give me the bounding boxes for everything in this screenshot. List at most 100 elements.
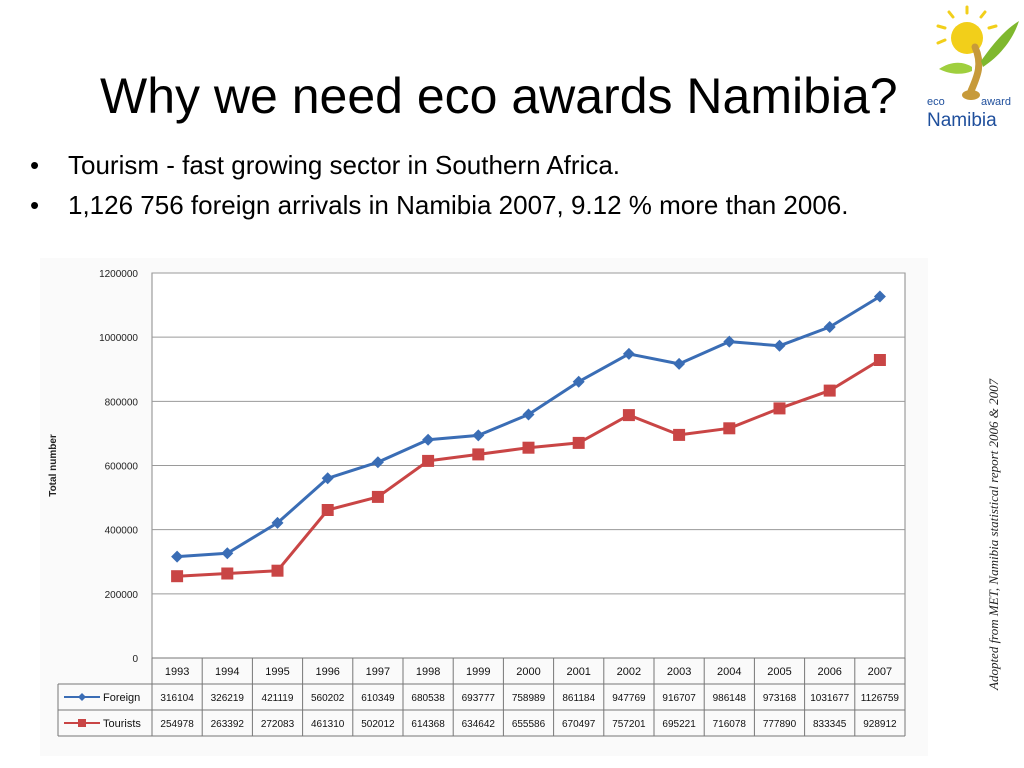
data-point-foreign [572,375,585,388]
data-table-value: 655586 [512,719,546,730]
data-table-value: 693777 [462,693,496,704]
data-point-foreign [773,339,786,352]
x-category-label: 2005 [767,666,791,678]
y-tick-label: 600000 [105,462,139,473]
data-point-foreign [221,547,234,560]
y-tick-label: 400000 [105,526,139,537]
x-category-label: 1998 [416,666,440,678]
y-axis-label: Total number [48,434,59,497]
data-point-tourists [422,454,435,467]
data-table-value: 777890 [763,719,797,730]
legend-label: Foreign [103,692,140,704]
data-point-tourists [221,567,234,580]
data-table-value: 461310 [311,719,345,730]
data-point-tourists [522,441,535,454]
data-point-tourists [773,402,786,415]
legend-marker [78,693,86,701]
bullet-text: Tourism - fast growing sector in Souther… [68,150,621,180]
x-category-label: 1993 [165,666,189,678]
logo-word-award: award [981,96,1011,108]
data-table-value: 695221 [662,719,696,730]
bullet-item: • 1,126 756 foreign arrivals in Namibia … [30,185,848,225]
data-table-value: 1031677 [810,693,849,704]
x-category-label: 2000 [516,666,540,678]
logo-word-namibia: Namibia [927,110,997,131]
data-point-tourists [171,570,184,583]
data-point-foreign [622,347,635,360]
x-category-label: 2006 [817,666,841,678]
x-category-label: 2004 [717,666,741,678]
data-point-tourists [271,564,284,577]
data-point-foreign [522,408,535,421]
bullet-text: 1,126 756 foreign arrivals in Namibia 20… [68,190,849,220]
bullet-item: • Tourism - fast growing sector in South… [30,145,848,185]
source-note: Adopted from MET, Namibia statistical re… [986,378,1001,690]
bullet-list: • Tourism - fast growing sector in South… [30,145,848,225]
y-tick-label: 0 [132,654,138,665]
x-category-label: 1996 [315,666,339,678]
data-table-value: 861184 [562,693,595,704]
data-point-foreign [321,472,334,485]
x-category-label: 1994 [215,666,239,678]
arrivals-line-chart: 0 200000 400000 600000 800000 1000000 1200000 T… [48,269,906,737]
data-point-tourists [873,354,886,366]
data-point-foreign [422,433,435,446]
data-table-value: 502012 [361,719,395,730]
legend-label: Tourists [103,718,141,730]
sun-plant-icon [936,5,1019,100]
data-table-value: 1126759 [861,693,900,704]
data-table-value: 916707 [662,693,696,704]
data-table-value: 973168 [763,693,797,704]
x-category-label: 2003 [667,666,691,678]
data-table-value: 254978 [160,719,194,730]
data-point-tourists [472,448,485,461]
bullet-dot: • [30,150,40,180]
data-table-value: 634642 [462,719,496,730]
eco-award-namibia-logo: eco award Namibia [927,5,1019,131]
chart-container: 0 200000 400000 600000 800000 1000000 1200000 T… [40,258,928,756]
data-point-tourists [321,504,334,516]
data-point-foreign [271,516,284,529]
data-point-foreign [171,550,184,563]
data-point-tourists [723,422,736,435]
data-point-tourists [622,409,635,422]
x-category-label: 1995 [265,666,289,678]
data-point-foreign [723,335,736,348]
data-table-value: 947769 [612,693,646,704]
data-point-foreign [472,429,485,442]
bullet-dot: • [30,190,40,220]
y-tick-label: 1200000 [99,269,138,280]
data-table-value: 928912 [863,719,897,730]
slide-title: Why we need eco awards Namibia? [100,68,898,124]
data-table-value: 560202 [311,693,345,704]
data-table-value: 610349 [361,693,395,704]
data-table-value: 758989 [512,693,546,704]
data-point-foreign [823,321,836,333]
data-table-value: 421119 [262,693,294,704]
data-point-tourists [572,436,585,449]
logo-word-eco: eco [927,96,945,108]
data-table-value: 757201 [612,719,646,730]
data-point-foreign [873,290,886,303]
data-table-value: 326219 [211,693,245,704]
data-table-value: 263392 [211,719,245,730]
data-table-value: 670497 [562,719,596,730]
legend-marker [78,719,86,727]
y-tick-label: 200000 [105,590,139,601]
data-point-foreign [673,357,686,370]
x-category-label: 1997 [366,666,390,678]
y-tick-label: 1000000 [99,333,138,344]
x-category-label: 2007 [868,666,892,678]
y-tick-label: 800000 [105,397,139,408]
x-category-label: 2001 [566,666,590,678]
data-point-tourists [673,428,686,441]
data-point-tourists [823,384,836,397]
x-category-label: 1999 [466,666,490,678]
data-table-value: 680538 [411,693,445,704]
x-category-label: 2002 [617,666,641,678]
data-table-value: 614368 [411,719,445,730]
data-table-value: 716078 [713,719,747,730]
data-point-foreign [371,456,384,469]
data-table-value: 316104 [160,693,194,704]
data-table-value: 272083 [261,719,295,730]
